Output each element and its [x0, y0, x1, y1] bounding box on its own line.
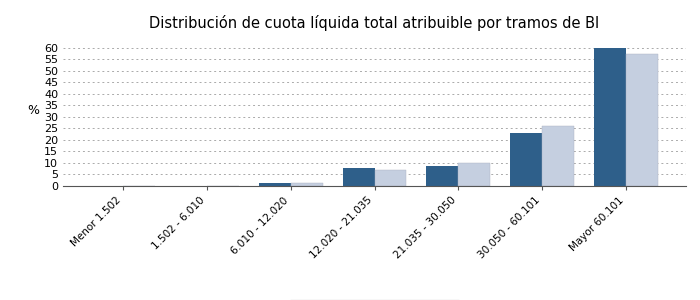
Bar: [458, 164, 490, 186]
Bar: [343, 167, 374, 186]
Bar: [510, 133, 542, 186]
Bar: [374, 170, 406, 186]
Bar: [542, 126, 574, 186]
Bar: [290, 184, 323, 186]
Bar: [626, 55, 658, 186]
Bar: [594, 47, 626, 186]
Y-axis label: %: %: [27, 104, 39, 118]
Bar: [426, 166, 459, 186]
Bar: [259, 183, 290, 186]
Title: Distribución de cuota líquida total atribuible por tramos de BI: Distribución de cuota líquida total atri…: [149, 15, 600, 31]
